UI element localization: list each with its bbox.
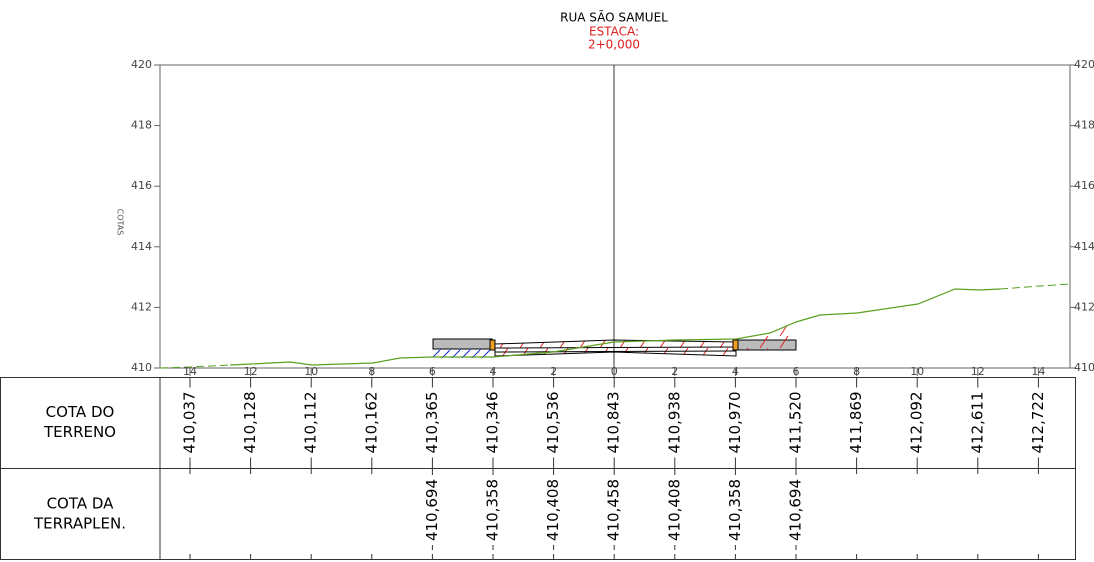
cell-value: 412,611	[968, 391, 986, 453]
cell-value: 410,843	[605, 391, 623, 453]
y-tick-label: 412	[131, 300, 152, 313]
cell-value: 410,536	[544, 391, 562, 453]
terrain	[229, 288, 1001, 366]
offset-label: 14	[1031, 365, 1045, 378]
y-tick-label: 418	[1074, 119, 1094, 132]
axis-label: COTAS	[116, 209, 125, 236]
y-tick-label: 420	[1074, 58, 1094, 71]
value-bg	[666, 387, 683, 458]
offset-label: 14	[183, 365, 197, 378]
offset-label: 2	[671, 365, 678, 378]
y-tick-label: 412	[1074, 300, 1094, 313]
value-bg	[969, 387, 986, 458]
cell-value: 411,869	[847, 391, 865, 453]
cell-value: 410,112	[302, 391, 320, 453]
y-tick-label: 410	[131, 361, 152, 374]
y-tick-label: 414	[131, 240, 152, 253]
cell-value: 410,408	[665, 479, 683, 541]
value-bg	[303, 387, 320, 458]
cell-value: 410,458	[605, 479, 623, 541]
value-bg	[727, 387, 744, 458]
y-tick-label: 410	[1074, 361, 1094, 374]
row-label: TERRAPLEN.	[33, 515, 126, 533]
y-tick-label: 416	[1074, 179, 1094, 192]
curb-edge	[732, 339, 739, 351]
value-bg	[606, 387, 623, 458]
y-tick-label: 414	[1074, 240, 1094, 253]
value-bg	[606, 475, 623, 545]
y-tick-label: 416	[131, 179, 152, 192]
row-label: TERRENO	[43, 423, 116, 441]
y-tick-label: 418	[131, 119, 152, 132]
cell-value: 410,037	[181, 391, 199, 453]
cell-value: 410,970	[726, 391, 744, 453]
value-bg	[182, 387, 198, 458]
cut-hatch	[738, 322, 796, 350]
offset-label: 10	[910, 365, 924, 378]
cell-value: 412,722	[1029, 391, 1047, 453]
value-bg	[909, 387, 926, 458]
offset-label: 6	[429, 365, 436, 378]
offset-label: 8	[368, 365, 375, 378]
offset-label: 12	[971, 365, 985, 378]
cell-value: 410,358	[484, 479, 502, 541]
pavement-layer	[494, 350, 737, 353]
offset-label: 4	[490, 365, 497, 378]
cell-value: 412,092	[908, 391, 926, 453]
offset-label: 10	[304, 365, 318, 378]
value-bg	[1030, 387, 1047, 458]
cell-value: 410,358	[726, 479, 744, 541]
row-label: COTA DO	[46, 403, 115, 421]
terrain-dashed	[999, 283, 1071, 290]
y-tick-label: 420	[131, 58, 152, 71]
value-bg	[727, 475, 744, 545]
value-bg	[788, 387, 804, 458]
title: RUA SÃO SAMUEL	[560, 10, 668, 25]
pavement-layer	[494, 346, 737, 349]
terrain-dashed	[159, 364, 231, 369]
offset-label: 6	[793, 365, 800, 378]
value-bg	[485, 387, 501, 458]
value-bg	[848, 387, 865, 458]
offset-label: 2	[550, 365, 557, 378]
cell-value: 410,365	[423, 391, 441, 453]
fill-hatch	[433, 349, 492, 358]
row-label: COTA DA	[47, 495, 115, 513]
value-bg	[485, 475, 501, 545]
left-curb	[432, 338, 493, 350]
cell-value: 410,128	[241, 391, 259, 453]
value-bg	[545, 387, 562, 458]
offset-label: 0	[611, 365, 618, 378]
value-bg	[788, 475, 804, 545]
estaca: 2+0,000	[588, 38, 640, 52]
offset-label: 4	[732, 365, 739, 378]
value-bg	[242, 387, 259, 458]
cell-value: 410,694	[787, 479, 805, 541]
offset-label: 12	[244, 365, 258, 378]
cell-value: 410,162	[362, 391, 380, 453]
cell-value: 411,520	[787, 391, 805, 453]
curb-edge	[489, 339, 496, 351]
cell-value: 410,346	[484, 391, 502, 453]
cell-value: 410,408	[544, 479, 562, 541]
value-bg	[545, 475, 562, 545]
cell-value: 410,694	[423, 479, 441, 541]
offset-label: 8	[853, 365, 860, 378]
value-bg	[424, 475, 441, 545]
estaca-label: ESTACA:	[589, 25, 639, 39]
value-bg	[666, 475, 683, 545]
value-bg	[424, 387, 441, 458]
value-bg	[363, 387, 380, 458]
plot-frame	[159, 64, 1071, 369]
cell-value: 410,938	[665, 391, 683, 453]
